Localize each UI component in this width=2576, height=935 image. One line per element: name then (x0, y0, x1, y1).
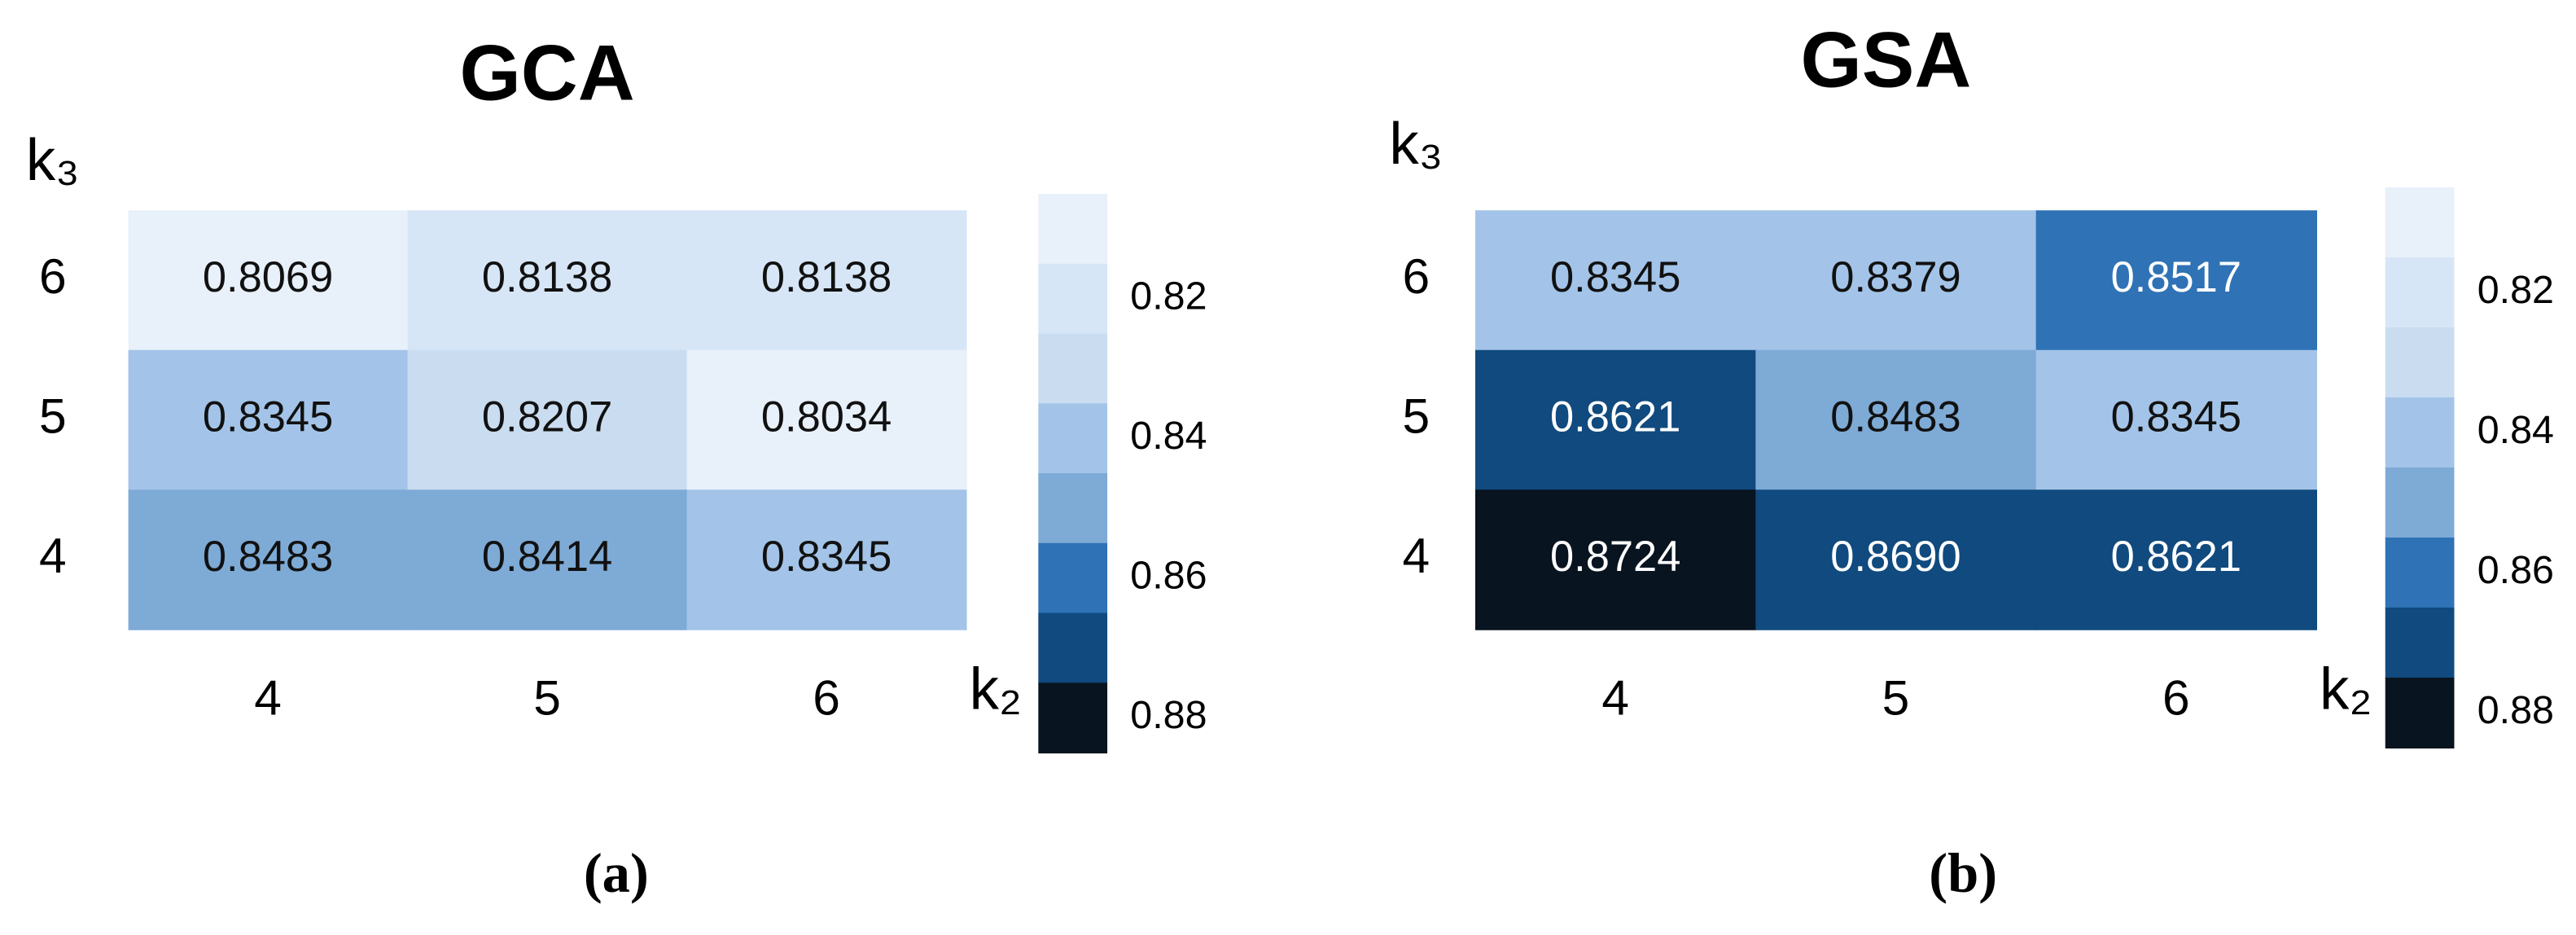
heatmap-cell (2035, 349, 2318, 491)
heatmap-cell (407, 210, 688, 351)
chart-title: GSA (1800, 15, 1971, 103)
heatmap-cell (1475, 349, 1757, 491)
colorbar-band (1038, 333, 1108, 405)
x-axis-label: k₂ (2320, 656, 2372, 722)
heatmap-cell (2035, 210, 2318, 351)
colorbar-band (2385, 677, 2455, 749)
x-tick-label: 4 (1601, 669, 1629, 725)
cell-label: 0.8517 (2111, 254, 2241, 301)
colorbar-band (1038, 612, 1108, 684)
heatmap-cell (1755, 210, 2037, 351)
heatmap-cell (128, 210, 409, 351)
colorbar-band (1038, 403, 1108, 475)
caption: (b) (1929, 842, 1997, 904)
y-axis-label: k₃ (1389, 111, 1443, 177)
colorbar-tick-label: 0.86 (1130, 553, 1207, 597)
cell-label: 0.8207 (482, 393, 612, 441)
y-tick-label: 6 (39, 248, 67, 304)
heatmap-cell (1475, 210, 1757, 351)
x-axis-label: k₂ (970, 656, 1023, 722)
colorbar-tick-label: 0.82 (1130, 274, 1207, 318)
colorbar-band (2385, 607, 2455, 679)
cell-label: 0.8138 (482, 254, 612, 301)
colorbar-tick-label: 0.88 (2477, 688, 2554, 732)
colorbar-band (2385, 537, 2455, 609)
cell-label: 0.8034 (761, 393, 892, 441)
colorbar-band (1038, 683, 1108, 754)
y-tick-label: 5 (39, 388, 67, 443)
y-tick-label: 6 (1403, 248, 1430, 304)
cell-label: 0.8621 (1550, 393, 1680, 441)
heatmap-cell (407, 349, 688, 491)
cell-label: 0.8414 (482, 533, 612, 581)
heatmap-cell (1475, 489, 1757, 630)
x-tick-label: 5 (1882, 669, 1910, 725)
colorbar-tick-label: 0.84 (2477, 408, 2554, 452)
colorbar-band (2385, 468, 2455, 539)
y-tick-label: 4 (39, 528, 67, 583)
cell-label: 0.8483 (1830, 393, 1960, 441)
heatmap-cell (2035, 489, 2318, 630)
colorbar-tick-label: 0.86 (2477, 548, 2554, 592)
cell-label: 0.8690 (1830, 533, 1960, 581)
colorbar-band (2385, 257, 2455, 329)
cell-label: 0.8069 (203, 254, 333, 301)
cell-label: 0.8345 (2111, 393, 2241, 441)
colorbar-band (2385, 187, 2455, 259)
y-tick-label: 4 (1403, 528, 1430, 583)
colorbar-tick-label: 0.82 (2477, 268, 2554, 312)
heatmap-cell (686, 349, 967, 491)
x-tick-label: 4 (254, 669, 282, 725)
x-tick-label: 5 (533, 669, 561, 725)
colorbar-band (1038, 542, 1108, 614)
y-axis-label: k₃ (26, 127, 80, 193)
x-tick-label: 6 (2162, 669, 2190, 725)
colorbar-band (2385, 397, 2455, 469)
heatmap-cell (686, 489, 967, 630)
cell-label: 0.8379 (1830, 254, 1960, 301)
x-tick-label: 6 (813, 669, 840, 725)
cell-label: 0.8345 (1550, 254, 1680, 301)
cell-label: 0.8621 (2111, 533, 2241, 581)
caption: (a) (584, 842, 649, 904)
cell-label: 0.8724 (1550, 533, 1680, 581)
colorbar-tick-label: 0.84 (1130, 414, 1207, 458)
chart-title: GCA (459, 28, 634, 116)
colorbar-tick-label: 0.88 (1130, 693, 1207, 737)
heatmap-cell (686, 210, 967, 351)
y-tick-label: 5 (1403, 388, 1430, 443)
cell-label: 0.8345 (203, 393, 333, 441)
cell-label: 0.8345 (761, 533, 892, 581)
colorbar-band (1038, 194, 1108, 265)
cell-label: 0.8483 (203, 533, 333, 581)
cell-label: 0.8138 (761, 254, 892, 301)
heatmap-cell (128, 349, 409, 491)
colorbar-band (2385, 327, 2455, 399)
heatmap-cell (128, 489, 409, 630)
heatmap-cell (1755, 489, 2037, 630)
colorbar-band (1038, 263, 1108, 335)
heatmap-cell (1755, 349, 2037, 491)
heatmap-cell (407, 489, 688, 630)
colorbar-band (1038, 473, 1108, 544)
